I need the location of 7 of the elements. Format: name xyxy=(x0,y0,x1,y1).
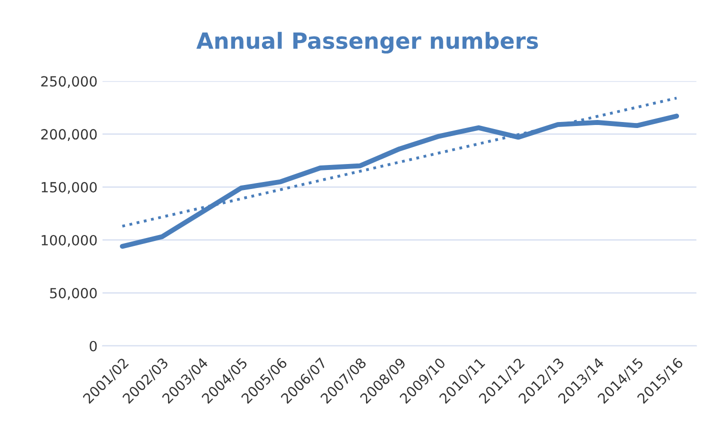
y-tick-label: 50,000 xyxy=(50,288,97,300)
chart-title: Annual Passenger numbers xyxy=(196,32,538,54)
y-tick-label: 250,000 xyxy=(41,76,97,88)
y-tick-label: 200,000 xyxy=(41,129,97,141)
y-tick-label: 100,000 xyxy=(42,234,97,247)
y-tick-label: 0 xyxy=(90,340,97,352)
y-tick-label: 150,000 xyxy=(42,182,97,194)
